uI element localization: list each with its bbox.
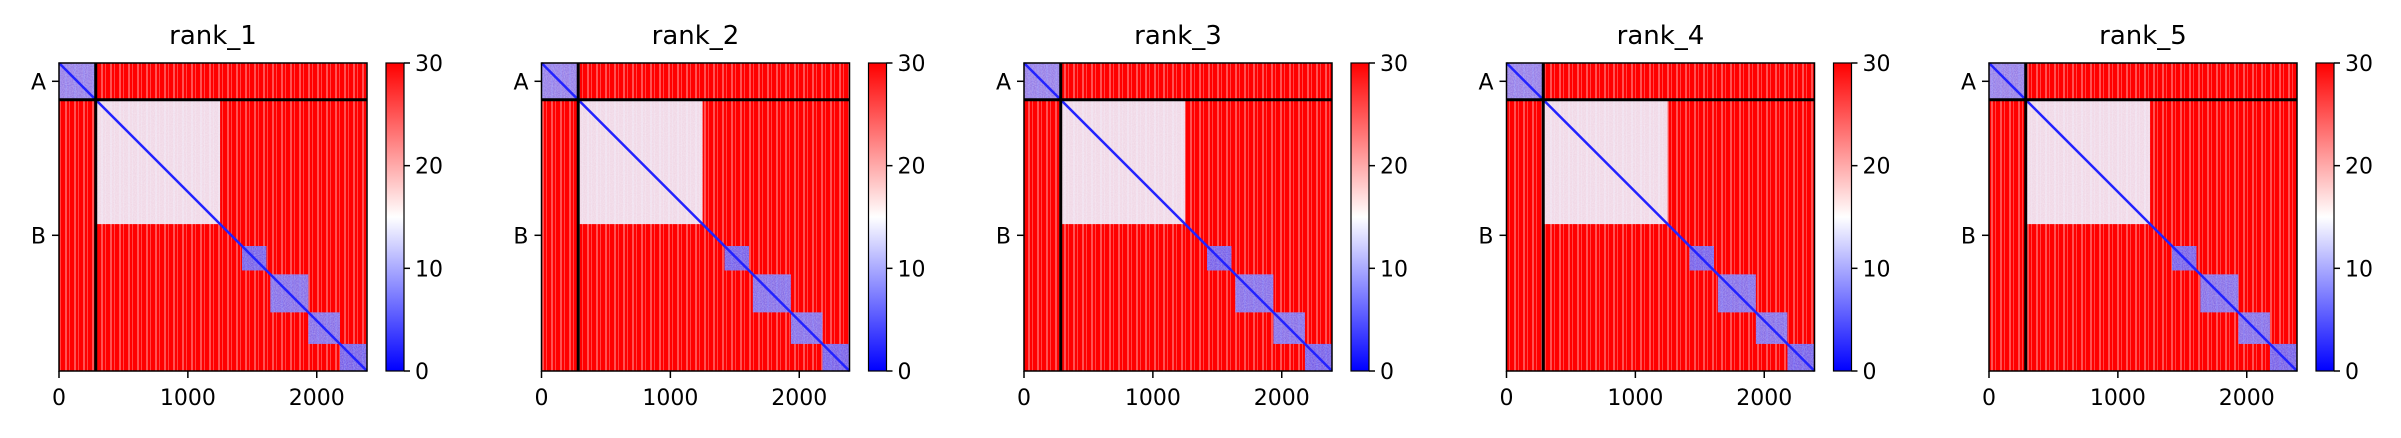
y-tick-label: A [31, 70, 46, 95]
heatmap [58, 62, 368, 372]
x-tick-label: 1000 [2090, 386, 2146, 411]
x-tick-label: 0 [1982, 386, 1996, 411]
pae-panel-2: rank_2 0 1000 2000 A B 0 10 20 30 [513, 21, 925, 411]
colorbar-tick-label: 30 [415, 52, 443, 77]
y-tick-label: A [1961, 70, 1976, 95]
panel-title: rank_3 [1134, 21, 1222, 51]
colorbar-tick-label: 20 [415, 155, 443, 180]
x-tick-label: 2000 [2219, 386, 2275, 411]
colorbar-tick-label: 30 [2345, 52, 2373, 77]
heatmap [1988, 62, 2298, 372]
colorbar: 0 10 20 30 [1350, 52, 1408, 385]
colorbar-tick-label: 10 [2345, 257, 2373, 282]
x-tick-label: 1000 [160, 386, 216, 411]
colorbar-frame [385, 62, 405, 372]
colorbar-tick-label: 0 [1863, 360, 1877, 385]
colorbar-tick-label: 10 [1380, 257, 1408, 282]
pae-panel-3: rank_3 0 1000 2000 A B 0 10 20 30 [996, 21, 1408, 411]
colorbar-tick-label: 0 [2345, 360, 2359, 385]
diagonal [1505, 62, 1816, 372]
y-tick-label: B [31, 224, 46, 249]
colorbar-gradient [1351, 63, 1369, 371]
colorbar: 0 10 20 30 [1832, 52, 1891, 385]
heatmap [540, 62, 851, 372]
colorbar-tick-label: 10 [415, 257, 443, 282]
colorbar-gradient [868, 63, 887, 371]
colorbar-gradient [2316, 63, 2334, 371]
colorbar-tick-label: 10 [898, 257, 926, 282]
pae-panel-1: rank_1 0 1000 2000 A B 0 10 20 30 [31, 21, 443, 411]
colorbar-tick-label: 0 [415, 360, 429, 385]
colorbar-frame [867, 62, 888, 372]
plot-frame [1023, 62, 1333, 372]
y-tick-label: B [1478, 224, 1493, 249]
pae-panel-5: rank_5 0 1000 2000 A B 0 10 20 30 [1961, 21, 2373, 411]
colorbar-gradient [1833, 63, 1852, 371]
colorbar: 0 10 20 30 [385, 52, 443, 385]
x-tick-label: 2000 [1254, 386, 1310, 411]
x-tick-label: 0 [1500, 386, 1514, 411]
x-tick-label: 2000 [771, 386, 827, 411]
y-tick-label: B [996, 224, 1011, 249]
panel-title: rank_4 [1617, 21, 1705, 51]
colorbar-tick-label: 30 [1380, 52, 1408, 77]
colorbar-frame [1832, 62, 1853, 372]
plot-frame [1505, 62, 1816, 372]
diagonal [1023, 62, 1333, 372]
y-tick-label: A [513, 70, 528, 95]
colorbar-tick-label: 0 [898, 360, 912, 385]
colorbar-tick-label: 0 [1380, 360, 1394, 385]
x-tick-label: 0 [52, 386, 66, 411]
x-tick-label: 2000 [289, 386, 345, 411]
colorbar-tick-label: 30 [1863, 52, 1891, 77]
colorbar-tick-label: 20 [1380, 155, 1408, 180]
x-tick-label: 1000 [1607, 386, 1663, 411]
x-tick-label: 1000 [642, 386, 698, 411]
colorbar-gradient [386, 63, 404, 371]
x-tick-label: 1000 [1125, 386, 1181, 411]
y-tick-label: B [1961, 224, 1976, 249]
plot-frame [540, 62, 851, 372]
panel-title: rank_5 [2099, 21, 2187, 51]
heatmap [1505, 62, 1816, 372]
diagonal [1988, 62, 2298, 372]
colorbar-tick-label: 20 [898, 155, 926, 180]
panel-title: rank_2 [652, 21, 740, 51]
colorbar-frame [2315, 62, 2335, 372]
x-tick-label: 2000 [1736, 386, 1792, 411]
colorbar-tick-label: 20 [1863, 155, 1891, 180]
plot-frame [1988, 62, 2298, 372]
colorbar-tick-label: 10 [1863, 257, 1891, 282]
heatmap [1023, 62, 1333, 372]
y-tick-label: A [996, 70, 1011, 95]
plot-frame [58, 62, 368, 372]
panel-title: rank_1 [169, 21, 257, 51]
diagonal [540, 62, 851, 372]
y-tick-label: B [513, 224, 528, 249]
y-tick-label: A [1478, 70, 1493, 95]
colorbar-frame [1350, 62, 1370, 372]
x-tick-label: 0 [535, 386, 549, 411]
colorbar-tick-label: 20 [2345, 155, 2373, 180]
colorbar-tick-label: 30 [898, 52, 926, 77]
pae-panel-4: rank_4 0 1000 2000 A B 0 10 20 30 [1478, 21, 1890, 411]
colorbar: 0 10 20 30 [2315, 52, 2373, 385]
colorbar: 0 10 20 30 [867, 52, 926, 385]
x-tick-label: 0 [1017, 386, 1031, 411]
diagonal [58, 62, 368, 372]
